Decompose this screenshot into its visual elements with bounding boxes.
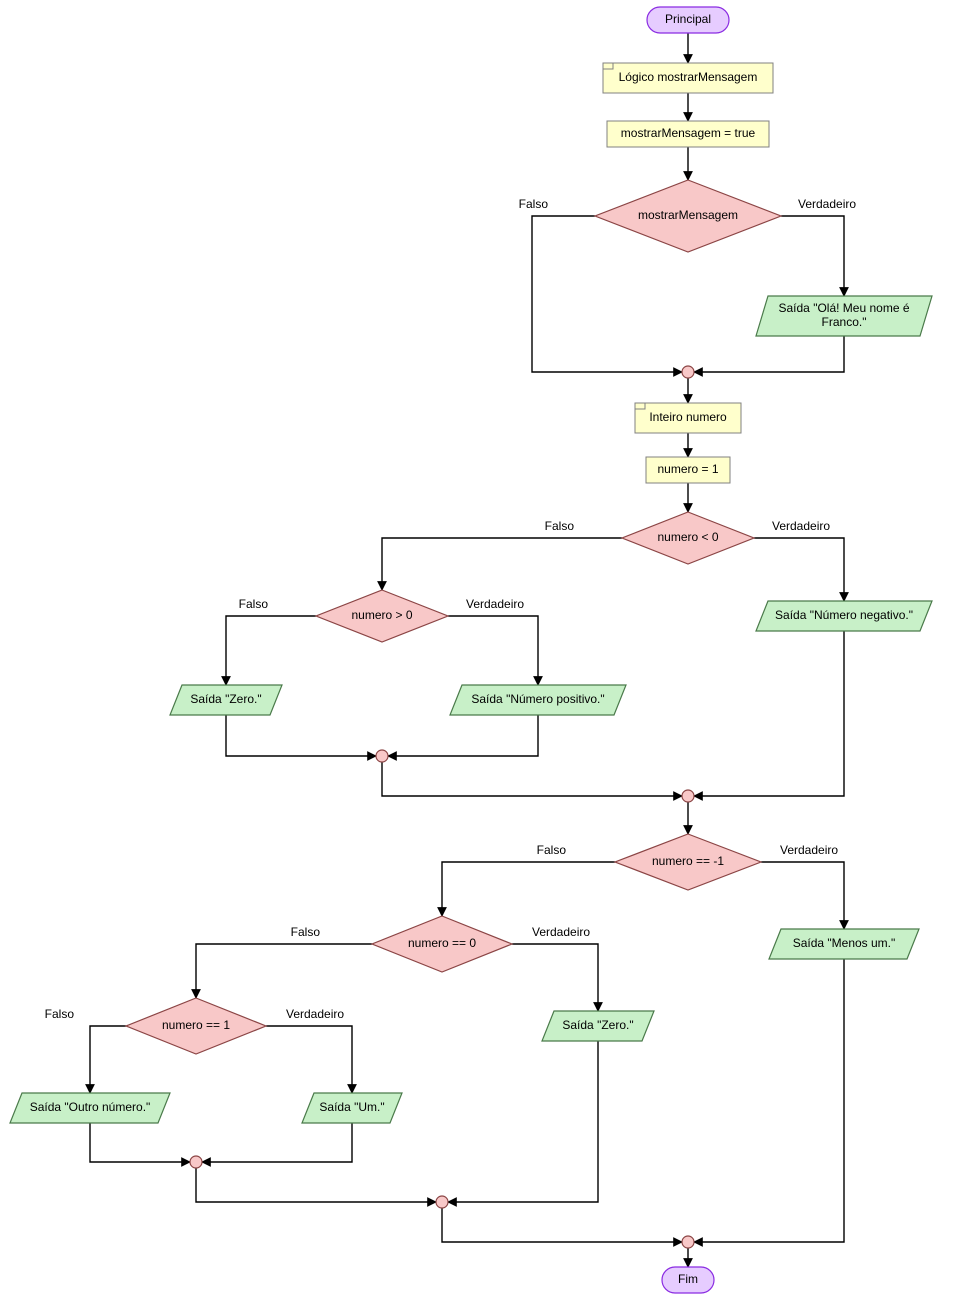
edge: [448, 1041, 598, 1202]
edge: [694, 336, 844, 372]
node-assign2: numero = 1: [646, 457, 730, 483]
node-dec2: numero < 0: [622, 512, 754, 564]
node-text: Fim: [678, 1272, 698, 1286]
node-text: Principal: [665, 12, 711, 26]
node-out5: Saída "Menos um.": [769, 929, 919, 959]
edge-false-label: Falso: [239, 597, 269, 611]
edge: [196, 1168, 436, 1202]
edge-true-label: Verdadeiro: [780, 843, 838, 857]
node-conn3: [682, 790, 694, 802]
edge: [90, 1123, 190, 1162]
node-dec5: numero == 0: [372, 916, 512, 972]
edge: [754, 538, 844, 601]
edge-true-label: Verdadeiro: [532, 925, 590, 939]
node-assign1: mostrarMensagem = true: [607, 121, 769, 147]
node-dec6: numero == 1: [126, 998, 266, 1054]
node-text: Saída "Zero.": [562, 1018, 633, 1032]
edge-false-label: Falso: [291, 925, 321, 939]
node-out2: Saída "Número negativo.": [756, 601, 932, 631]
edge-true-label: Verdadeiro: [798, 197, 856, 211]
edge-false-label: Falso: [519, 197, 549, 211]
node-out3: Saída "Zero.": [170, 685, 282, 715]
node-start: Principal: [647, 7, 729, 33]
edge: [202, 1123, 352, 1162]
node-text: Franco.": [822, 315, 867, 329]
node-text: numero < 0: [657, 530, 718, 544]
node-conn4: [190, 1156, 202, 1168]
edge: [442, 862, 615, 916]
nodes-group: Principal Lógico mostrarMensagem mostrarMe…: [10, 7, 932, 1293]
node-text: numero > 0: [351, 608, 412, 622]
edge-true-label: Verdadeiro: [772, 519, 830, 533]
node-decl1: Lógico mostrarMensagem: [603, 63, 773, 93]
edge: [266, 1026, 352, 1093]
flowchart-container: Verdadeiro Falso Verdadeiro Falso Verdadeiro…: [0, 0, 961, 1297]
edge: [382, 538, 622, 590]
node-text: Saída "Zero.": [190, 692, 261, 706]
node-end: Fim: [662, 1267, 714, 1293]
node-text: Inteiro numero: [649, 410, 727, 424]
node-out8: Saída "Um.": [302, 1093, 402, 1123]
node-text: Saída "Número positivo.": [471, 692, 604, 706]
node-text: Saída "Número negativo.": [775, 608, 913, 622]
node-out6: Saída "Zero.": [542, 1011, 654, 1041]
edge-true-label: Verdadeiro: [466, 597, 524, 611]
node-text: Saída "Outro número.": [30, 1100, 151, 1114]
node-out4: Saída "Número positivo.": [450, 685, 626, 715]
node-text: mostrarMensagem = true: [621, 126, 756, 140]
node-text: mostrarMensagem: [638, 208, 738, 222]
node-out7: Saída "Outro número.": [10, 1093, 170, 1123]
edge: [226, 616, 316, 685]
node-text: numero == -1: [652, 854, 724, 868]
edge: [512, 944, 598, 1011]
edge: [448, 616, 538, 685]
edge: [196, 944, 372, 998]
node-dec4: numero == -1: [615, 834, 761, 890]
node-text: numero == 1: [162, 1018, 230, 1032]
node-text: numero == 0: [408, 936, 476, 950]
node-out1: Saída "Olá! Meu nome éFranco.": [756, 296, 932, 336]
edge: [761, 862, 844, 929]
edge: [388, 715, 538, 756]
node-text: numero = 1: [657, 462, 718, 476]
node-dec3: numero > 0: [316, 590, 448, 642]
node-dec1: mostrarMensagem: [595, 180, 781, 252]
edge-false-label: Falso: [545, 519, 575, 533]
node-conn1: [682, 366, 694, 378]
flowchart-svg: Verdadeiro Falso Verdadeiro Falso Verdadeiro…: [0, 0, 961, 1297]
node-text: Saída "Olá! Meu nome é: [779, 301, 910, 315]
edge: [694, 959, 844, 1242]
edge: [226, 715, 376, 756]
node-text: Lógico mostrarMensagem: [619, 70, 758, 84]
edge: [90, 1026, 126, 1093]
edge: [781, 216, 844, 296]
node-text: Saída "Um.": [319, 1100, 384, 1114]
edge: [442, 1208, 682, 1242]
edge-false-label: Falso: [45, 1007, 75, 1021]
node-conn2: [376, 750, 388, 762]
edge: [694, 631, 844, 796]
node-conn5: [436, 1196, 448, 1208]
edge-true-label: Verdadeiro: [286, 1007, 344, 1021]
edge-false-label: Falso: [537, 843, 567, 857]
node-decl2: Inteiro numero: [635, 403, 741, 433]
edge: [382, 762, 682, 796]
node-text: Saída "Menos um.": [793, 936, 896, 950]
node-conn6: [682, 1236, 694, 1248]
